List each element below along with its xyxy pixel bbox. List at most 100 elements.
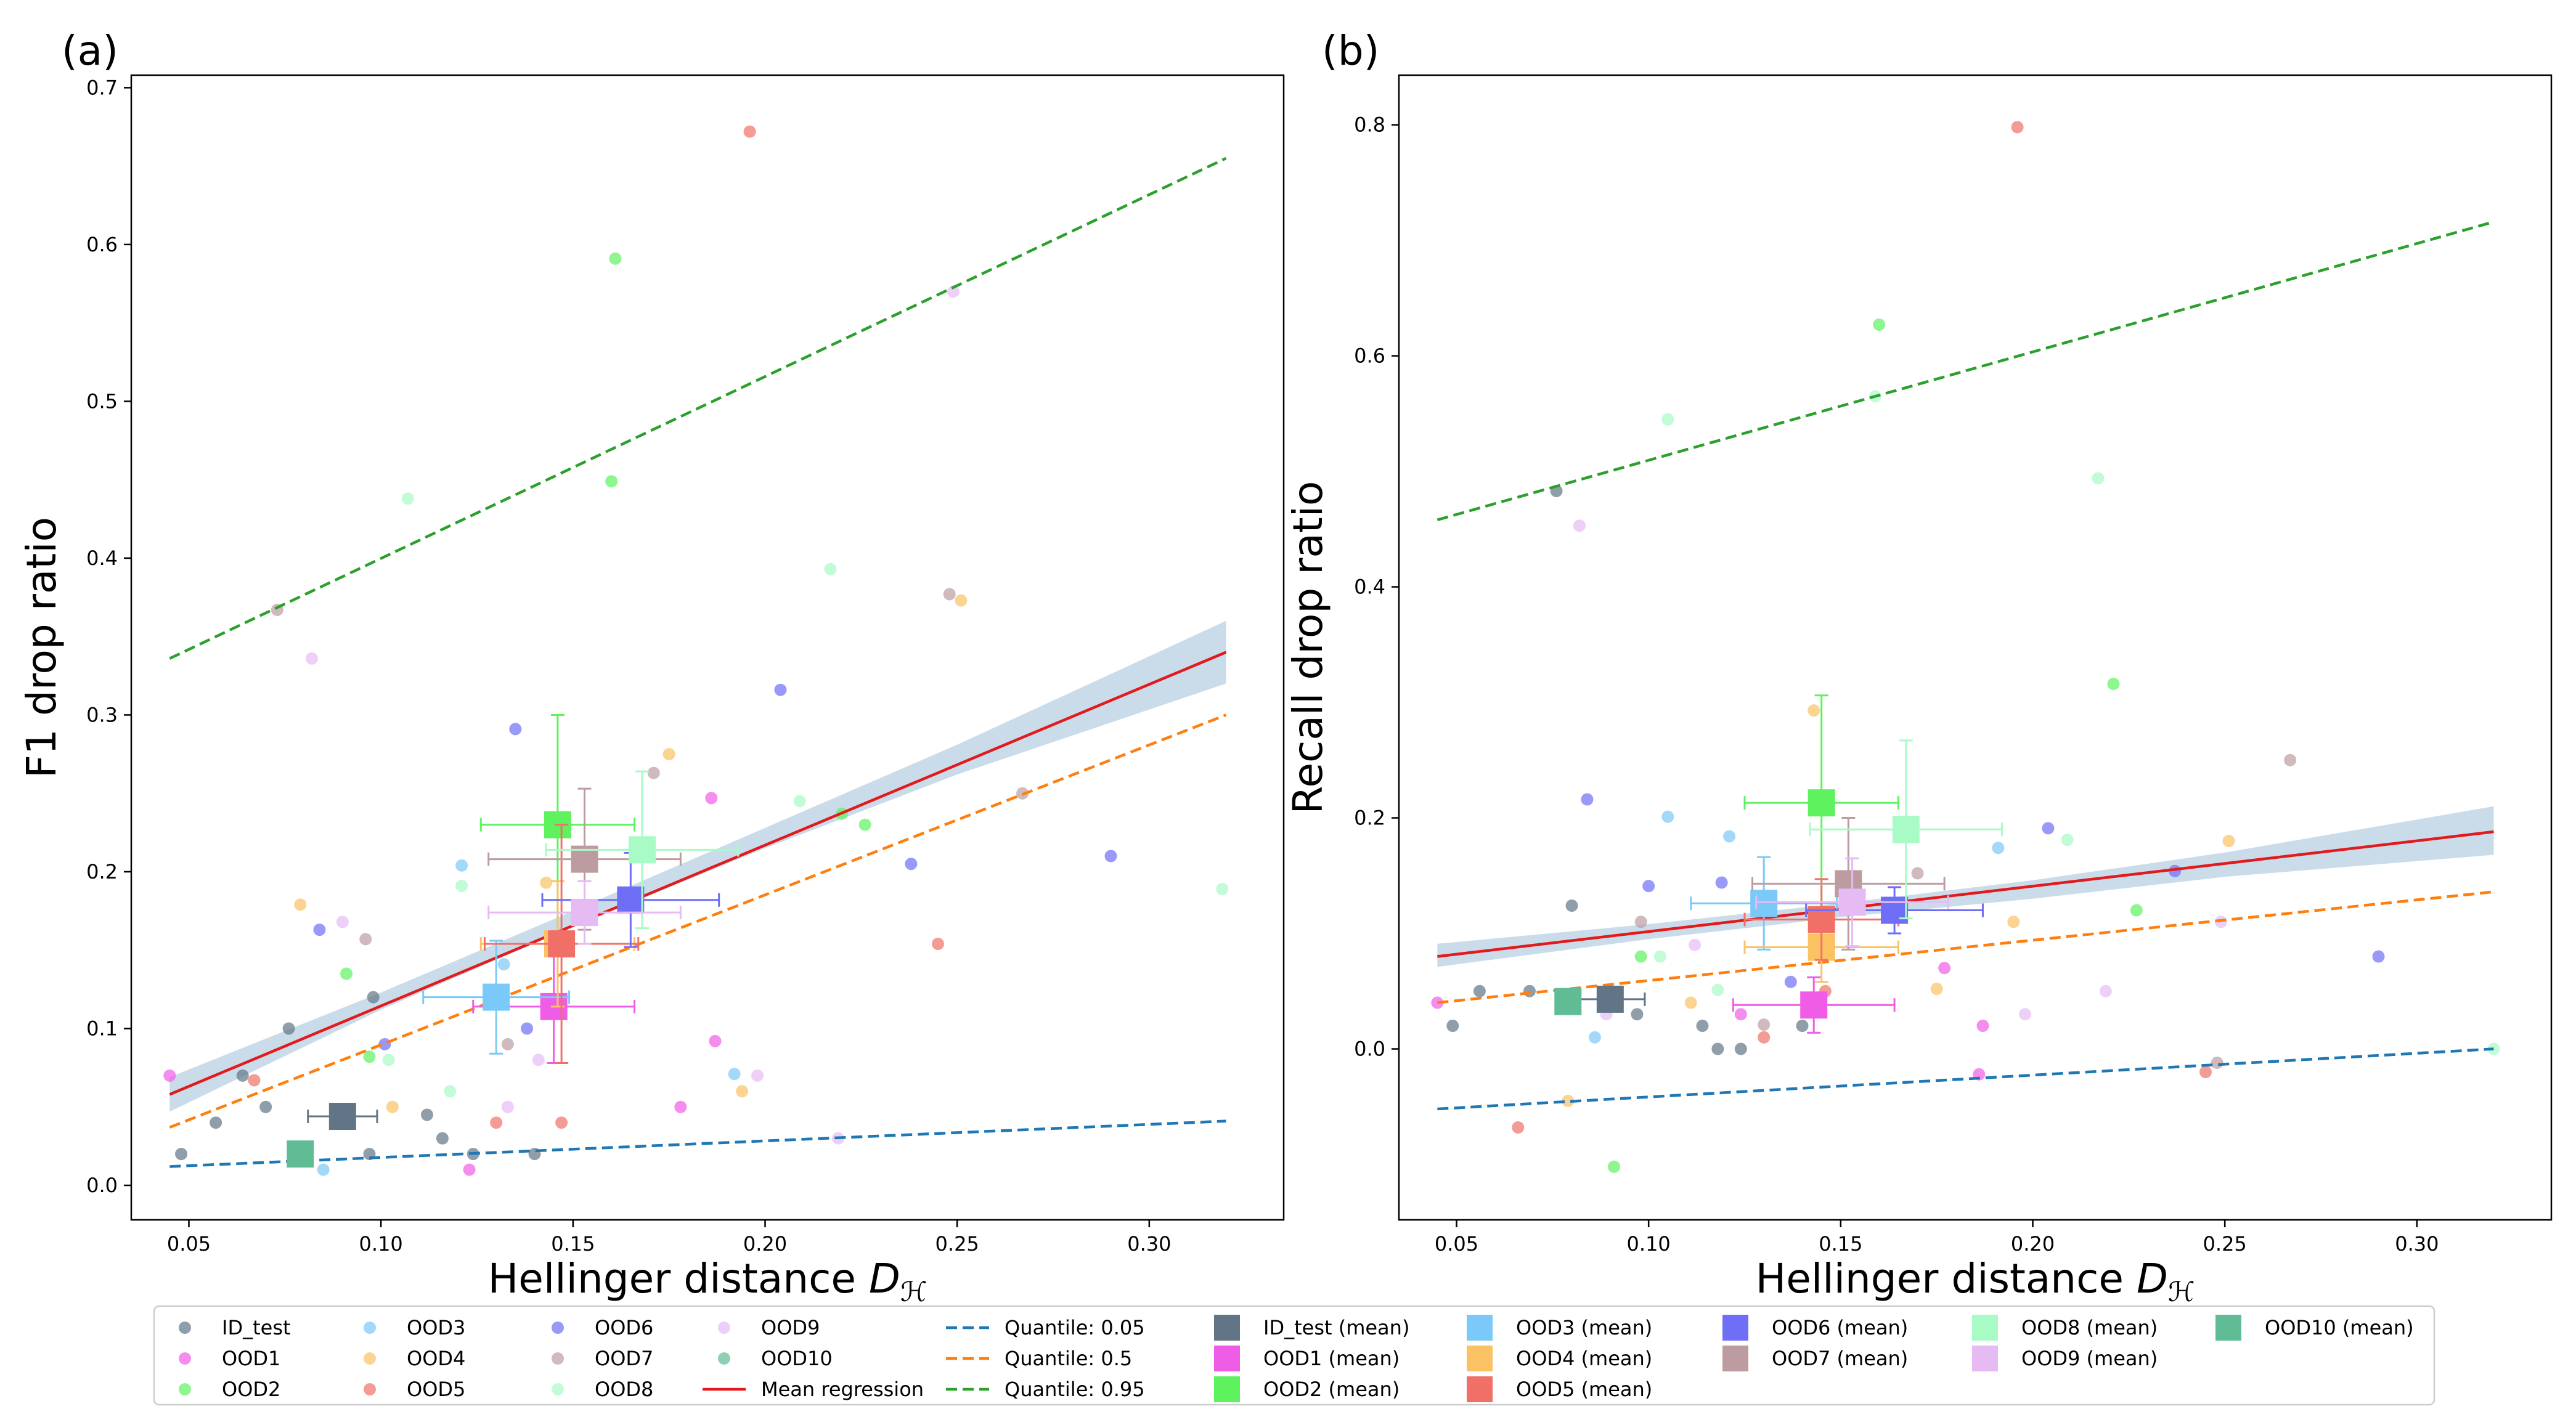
legend-label: OOD4 (mean) — [1516, 1347, 1652, 1370]
y-tick-label: 0.3 — [86, 703, 118, 726]
legend-marker-ood4 — [364, 1352, 376, 1365]
scatter-point-ood3 — [1723, 830, 1736, 843]
scatter-point-ood9 — [501, 1100, 514, 1113]
scatter-point-ood7 — [943, 588, 956, 601]
legend-label: OOD5 — [407, 1378, 465, 1401]
scatter-point-ood4 — [1808, 704, 1820, 717]
mean-square-ood6 — [1881, 896, 1909, 924]
scatter-point-id_test — [1711, 1042, 1724, 1055]
legend-marker-ood5 — [364, 1383, 376, 1395]
x-tick-label: 0.25 — [935, 1232, 979, 1256]
quantile-line-0.05 — [1437, 1047, 2494, 1111]
scatter-point-ood5 — [2011, 121, 2024, 134]
scatter-point-id_test — [1473, 985, 1486, 997]
x-tick-label: 0.15 — [551, 1232, 595, 1256]
scatter-point-ood4 — [1562, 1094, 1575, 1107]
y-tick-label: 0.4 — [1354, 575, 1385, 599]
scatter-point-id_test — [1565, 899, 1578, 912]
scatter-point-id_test — [236, 1069, 249, 1082]
legend-label: Quantile: 0.95 — [1005, 1378, 1145, 1401]
legend-marker-mean-ood7 — [1722, 1346, 1748, 1371]
scatter-point-ood7 — [647, 766, 660, 779]
scatter-point-ood3 — [1992, 842, 2005, 855]
scatter-point-ood6 — [2042, 822, 2055, 835]
mean-square-ood3 — [1750, 890, 1778, 917]
scatter-point-ood9 — [751, 1069, 764, 1082]
scatter-point-ood4 — [1930, 983, 1943, 996]
scatter-point-id_test — [175, 1148, 188, 1161]
scatter-point-ood6 — [521, 1022, 534, 1035]
y-tick-label: 0.2 — [1354, 806, 1385, 830]
scatter-point-ood6 — [1581, 793, 1594, 806]
scatter-point-ood3 — [1661, 810, 1674, 823]
scatter-point-ood8 — [382, 1054, 395, 1066]
mean-square-ood5 — [548, 930, 576, 958]
scatter-point-ood5 — [555, 1116, 568, 1129]
scatter-point-ood8 — [793, 795, 806, 808]
y-tick-label: 0.7 — [86, 76, 118, 99]
mean-square-ood9 — [571, 899, 598, 927]
quantile-line-0.5 — [1437, 890, 2494, 1004]
scatter-point-ood6 — [1715, 876, 1728, 889]
x-tick-label: 0.25 — [2203, 1232, 2247, 1256]
scatter-point-ood8 — [444, 1085, 457, 1098]
legend-marker-mean-id_test — [1214, 1315, 1240, 1341]
scatter-point-ood6 — [313, 924, 326, 936]
scatter-point-ood1 — [674, 1100, 687, 1113]
legend-label: OOD8 — [595, 1378, 653, 1401]
legend-label: OOD2 — [222, 1378, 280, 1401]
x-axis-label-subscript: ℋ — [900, 1277, 927, 1308]
scatter-point-id_test — [282, 1022, 295, 1035]
scatter-point-ood7 — [501, 1037, 514, 1050]
scatter-point-id_test — [1796, 1020, 1809, 1033]
confidence-band — [169, 620, 1226, 1112]
legend-marker-ood2 — [179, 1383, 191, 1395]
scatter-point-ood6 — [1642, 880, 1655, 893]
y-tick-label: 0.6 — [1354, 344, 1385, 368]
legend-marker-mean-ood6 — [1722, 1315, 1748, 1341]
scatter-point-ood4 — [540, 876, 553, 889]
scatter-point-ood7 — [1911, 867, 1924, 880]
legend-label: OOD1 — [222, 1347, 280, 1370]
legend-label: OOD5 (mean) — [1516, 1378, 1652, 1401]
scatter-point-ood4 — [294, 898, 307, 911]
x-tick-label: 0.20 — [743, 1232, 787, 1256]
scatter-point-ood6 — [905, 858, 918, 871]
legend-marker-mean-ood2 — [1214, 1376, 1240, 1402]
scatter-point-ood8 — [1216, 882, 1229, 895]
scatter-point-ood4 — [386, 1100, 399, 1113]
scatter-point-ood9 — [947, 285, 960, 298]
x-tick-label: 0.20 — [2011, 1232, 2055, 1256]
scatter-point-ood4 — [2007, 916, 2020, 928]
y-axis-label: F1 drop ratio — [18, 517, 65, 778]
mean-regression-line — [169, 651, 1227, 1096]
scatter-point-ood2 — [363, 1050, 376, 1063]
y-tick-label: 0.1 — [86, 1017, 118, 1040]
scatter-point-ood7 — [2284, 753, 2297, 766]
scatter-point-id_test — [1446, 1020, 1459, 1033]
scatter-point-ood5 — [490, 1116, 503, 1129]
mean-square-ood10 — [1554, 988, 1582, 1015]
scatter-point-ood3 — [455, 859, 468, 872]
scatter-point-ood8 — [2061, 834, 2074, 847]
legend-label: OOD7 — [595, 1347, 653, 1370]
legend-marker-mean-ood9 — [1972, 1346, 1998, 1371]
scatter-point-ood1 — [705, 792, 718, 805]
legend-marker-mean-ood1 — [1214, 1346, 1240, 1371]
x-tick-label: 0.30 — [1127, 1232, 1171, 1256]
scatter-point-ood7 — [359, 933, 372, 946]
scatter-point-id_test — [1523, 985, 1536, 997]
scatter-point-ood4 — [1684, 996, 1697, 1009]
legend-marker-id_test — [179, 1322, 191, 1334]
axes-frame — [130, 74, 1285, 1221]
scatter-point-ood5 — [1758, 1031, 1771, 1044]
legend-marker-mean-ood3 — [1467, 1315, 1493, 1341]
legend-label: OOD6 — [595, 1316, 653, 1339]
x-axis-label-math: D — [2137, 1255, 2168, 1302]
x-tick-label: 0.10 — [1627, 1232, 1671, 1256]
mean-square-ood1 — [1800, 991, 1828, 1019]
scatter-point-ood7 — [1758, 1018, 1771, 1031]
scatter-point-ood3 — [497, 958, 510, 971]
scatter-point-ood2 — [605, 475, 618, 488]
